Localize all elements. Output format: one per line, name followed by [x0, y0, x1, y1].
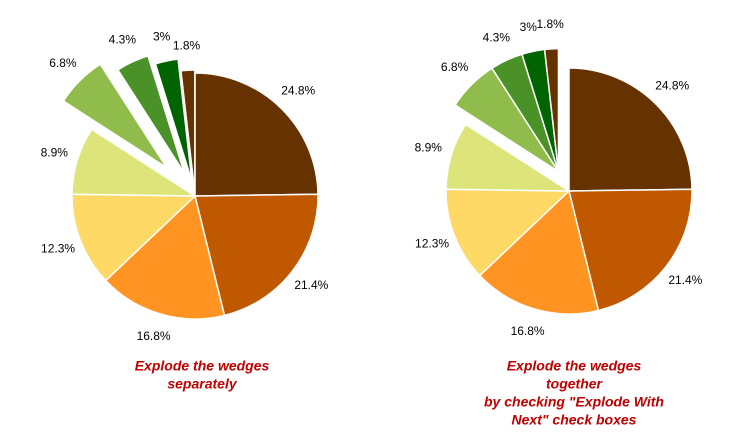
pie-slice — [568, 188, 693, 312]
pie-slice — [116, 54, 186, 174]
pie-slice — [194, 193, 319, 317]
pie-slice — [568, 67, 693, 192]
data-label: 4.3% — [483, 31, 511, 45]
data-label: 3% — [153, 30, 171, 44]
pie-slice — [104, 194, 226, 320]
pie-slice — [478, 189, 600, 315]
pie-slice — [154, 58, 193, 182]
pie-slice — [62, 63, 168, 169]
pie-slice — [71, 128, 198, 197]
pie-slice — [445, 188, 571, 277]
pie-slice — [194, 72, 319, 197]
data-label: 8.9% — [415, 141, 443, 155]
data-label: 8.9% — [41, 146, 69, 160]
data-label: 1.8% — [173, 38, 201, 52]
chart-title: Next" check boxes — [512, 412, 637, 428]
data-label: 12.3% — [415, 237, 449, 251]
data-label: 12.3% — [41, 242, 75, 256]
chart-title: Explode the wedges — [507, 358, 642, 374]
data-label: 21.4% — [294, 278, 328, 292]
data-label: 4.3% — [109, 32, 137, 46]
data-label: 24.8% — [655, 78, 689, 92]
data-label: 6.8% — [49, 56, 77, 70]
data-label: 1.8% — [536, 17, 564, 31]
data-label: 24.8% — [281, 83, 315, 97]
pie-slice — [180, 69, 196, 194]
data-label: 16.8% — [137, 329, 171, 343]
chart-title: Explode the wedges — [135, 358, 270, 374]
chart-title: together — [546, 376, 604, 392]
data-label: 3% — [520, 20, 538, 34]
pie-slice — [445, 123, 572, 192]
data-label: 21.4% — [668, 273, 702, 287]
pie-slice — [543, 47, 560, 172]
chart-title: separately — [167, 376, 237, 392]
pie-slice — [71, 193, 197, 282]
chart-title: by checking "Explode With — [484, 394, 664, 410]
data-label: 16.8% — [511, 324, 545, 338]
data-label: 6.8% — [441, 60, 469, 74]
